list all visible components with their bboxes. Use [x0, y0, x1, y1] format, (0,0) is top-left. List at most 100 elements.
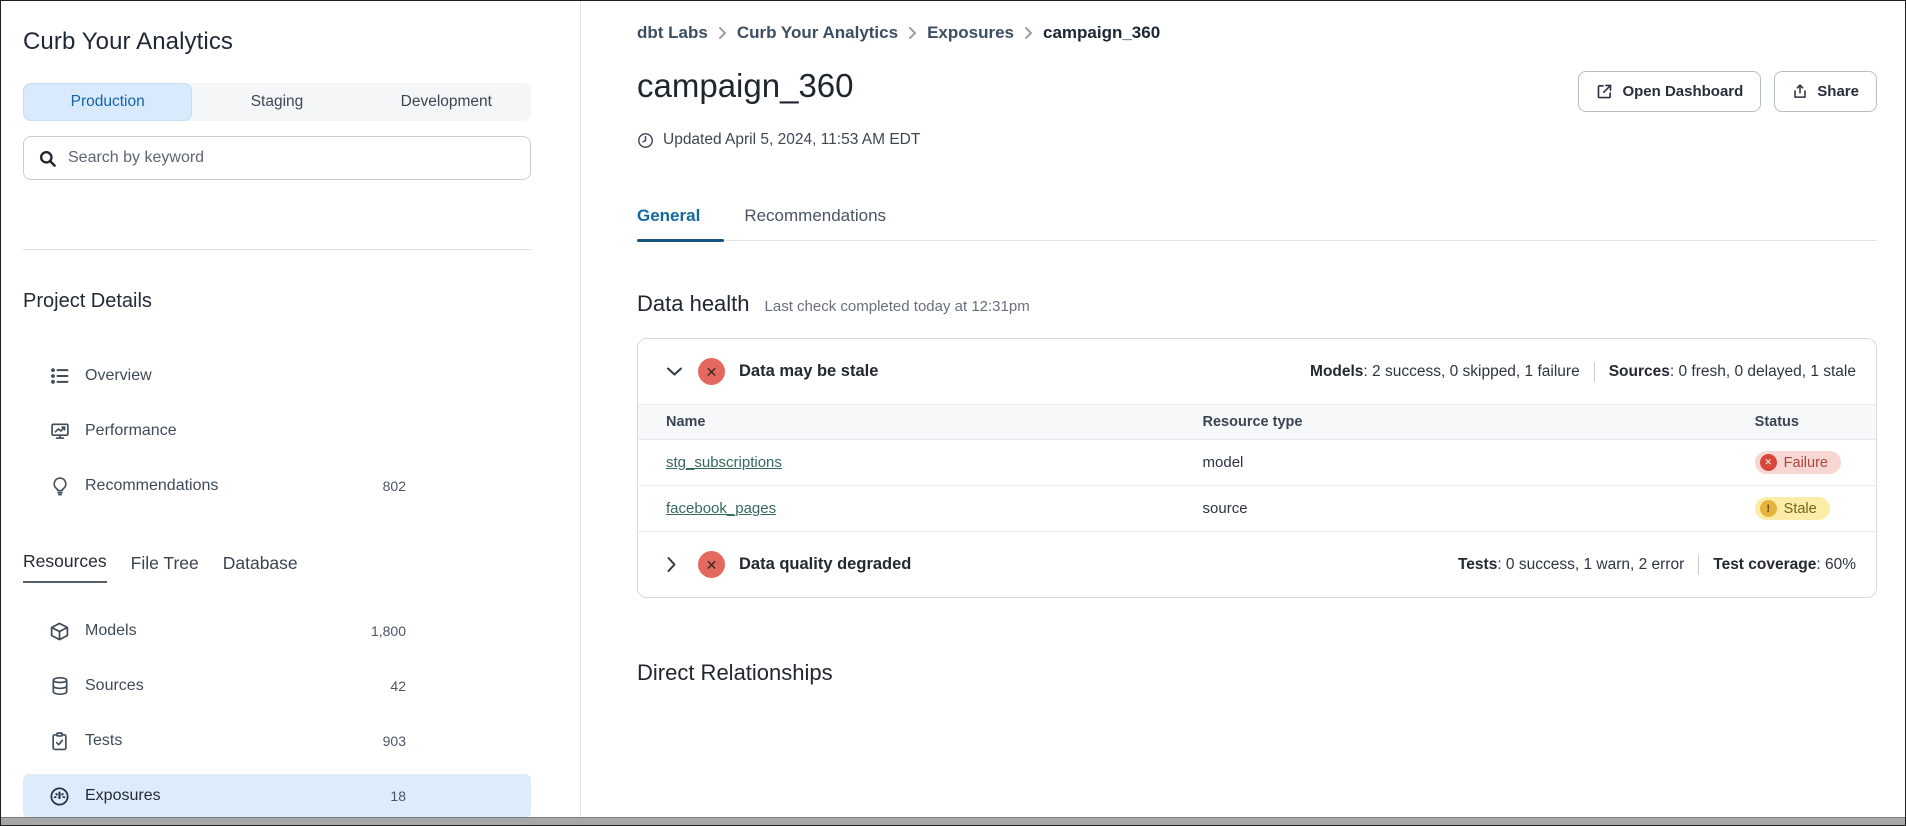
breadcrumb-account[interactable]: dbt Labs — [637, 23, 708, 42]
search-input[interactable] — [68, 149, 516, 167]
chevron-right-icon[interactable] — [666, 556, 684, 573]
share-label: Share — [1817, 83, 1859, 100]
stale-group-row[interactable]: Data may be stale Models: 2 success, 0 s… — [638, 339, 1876, 404]
status-badge: Failure — [1754, 451, 1841, 474]
external-link-icon — [1596, 83, 1613, 100]
search-icon — [38, 149, 57, 168]
clipboard-check-icon — [49, 731, 70, 752]
tab-recommendations[interactable]: Recommendations — [744, 206, 887, 225]
data-health-card: Data may be stale Models: 2 success, 0 s… — [637, 338, 1877, 598]
share-button[interactable]: Share — [1774, 71, 1877, 112]
breadcrumb: dbt Labs Curb Your Analytics Exposures c… — [637, 23, 1877, 43]
clock-icon — [637, 132, 654, 149]
sidebar-item-label: Exposures — [85, 787, 161, 804]
sidebar-item-performance[interactable]: Performance — [23, 409, 531, 453]
stale-group-title: Data may be stale — [739, 362, 879, 380]
table-header-row: Name Resource type Status — [638, 404, 1876, 440]
quality-group-title: Data quality degraded — [739, 555, 912, 573]
sidebar-divider — [23, 249, 531, 250]
column-header-status: Status — [1754, 404, 1876, 440]
tab-resources[interactable]: Resources — [23, 551, 107, 583]
resource-tabbar: Resources File Tree Database — [23, 551, 530, 583]
sidebar-item-exposures[interactable]: Exposures 18 — [23, 774, 531, 818]
resources-list: Models 1,800 Sources 42 Tests 903 — [23, 609, 531, 818]
breadcrumb-exposures[interactable]: Exposures — [927, 23, 1014, 42]
sidebar-item-sources[interactable]: Sources 42 — [23, 664, 531, 708]
item-count: 42 — [390, 678, 406, 694]
sidebar-item-recommendations[interactable]: Recommendations 802 — [23, 464, 531, 508]
lightbulb-icon — [49, 476, 70, 497]
item-count: 1,800 — [370, 623, 406, 639]
error-status-icon — [698, 358, 725, 385]
quality-group-summary: Tests: 0 success, 1 warn, 2 error Test c… — [1457, 554, 1856, 575]
page-tabs: General Recommendations — [637, 206, 1877, 242]
breadcrumb-project[interactable]: Curb Your Analytics — [736, 23, 899, 42]
sidebar-item-label: Tests — [85, 732, 123, 749]
resource-link[interactable]: facebook_pages — [666, 500, 777, 517]
sidebar: Curb Your Analytics Production Staging D… — [1, 1, 581, 825]
resource-type-cell: model — [1202, 439, 1755, 486]
tab-general[interactable]: General — [637, 206, 725, 242]
database-icon — [49, 676, 70, 697]
table-row: facebook_pages source Stale — [638, 485, 1876, 532]
last-check-text: Last check completed today at 12:31pm — [764, 298, 1030, 315]
sidebar-item-models[interactable]: Models 1,800 — [23, 609, 531, 653]
item-count: 903 — [382, 733, 406, 749]
summary-divider — [1593, 361, 1595, 382]
tab-file-tree[interactable]: File Tree — [130, 553, 199, 573]
updated-timestamp: Updated April 5, 2024, 11:53 AM EDT — [637, 131, 1877, 149]
updated-text: Updated April 5, 2024, 11:53 AM EDT — [663, 131, 921, 148]
project-details-list: Overview Performance Recommendations 802 — [23, 354, 531, 508]
column-header-resource-type: Resource type — [1202, 404, 1755, 440]
tab-database[interactable]: Database — [222, 553, 298, 573]
sidebar-item-overview[interactable]: Overview — [23, 354, 531, 398]
monitor-chart-icon — [49, 421, 70, 442]
env-tab-development[interactable]: Development — [400, 93, 492, 110]
gauge-icon — [49, 786, 70, 807]
stale-resources-table: Name Resource type Status stg_subscripti… — [638, 404, 1876, 532]
main-content: dbt Labs Curb Your Analytics Exposures c… — [581, 1, 1905, 825]
status-badge: Stale — [1754, 497, 1830, 520]
data-health-header: Data health Last check completed today a… — [637, 291, 1877, 317]
failure-x-icon — [1759, 454, 1777, 471]
sources-summary: Sources: 0 fresh, 0 delayed, 1 stale — [1608, 362, 1856, 380]
share-icon — [1792, 83, 1808, 100]
env-tab-production[interactable]: Production — [23, 83, 193, 121]
cube-icon — [49, 621, 70, 642]
data-health-title: Data health — [637, 291, 750, 316]
chevron-right-icon — [1024, 26, 1033, 40]
open-dashboard-button[interactable]: Open Dashboard — [1578, 71, 1762, 112]
quality-group-row[interactable]: Data quality degraded Tests: 0 success, … — [638, 532, 1876, 597]
environment-switcher: Production Staging Development — [23, 83, 531, 121]
chevron-right-icon — [908, 26, 917, 40]
env-tab-staging[interactable]: Staging — [250, 93, 304, 110]
sidebar-item-label: Sources — [85, 677, 144, 694]
resource-link[interactable]: stg_subscriptions — [666, 454, 782, 471]
chevron-down-icon[interactable] — [666, 366, 684, 377]
page-title: campaign_360 — [637, 67, 854, 104]
search-box[interactable] — [23, 136, 531, 180]
direct-relationships-title: Direct Relationships — [637, 660, 833, 685]
breadcrumb-current: campaign_360 — [1043, 23, 1161, 42]
item-count: 18 — [390, 788, 406, 804]
project-title: Curb Your Analytics — [23, 28, 234, 55]
tests-summary: Tests: 0 success, 1 warn, 2 error — [1457, 555, 1685, 573]
resource-type-cell: source — [1202, 485, 1755, 532]
project-details-heading: Project Details — [23, 290, 152, 312]
error-status-icon — [698, 551, 725, 578]
stale-group-summary: Models: 2 success, 0 skipped, 1 failure … — [1310, 361, 1856, 382]
page-header: campaign_360 Open Dashboard Share — [637, 67, 1877, 112]
models-summary: Models: 2 success, 0 skipped, 1 failure — [1310, 362, 1580, 380]
sidebar-item-label: Models — [85, 622, 137, 639]
window-bottom-edge — [1, 817, 1905, 825]
sidebar-item-tests[interactable]: Tests 903 — [23, 719, 531, 763]
list-icon — [49, 366, 70, 387]
sidebar-item-label: Recommendations — [85, 477, 219, 494]
item-count: 802 — [382, 478, 406, 494]
coverage-summary: Test coverage: 60% — [1713, 555, 1856, 573]
header-actions: Open Dashboard Share — [1578, 71, 1877, 112]
chevron-right-icon — [718, 26, 727, 40]
open-dashboard-label: Open Dashboard — [1622, 83, 1744, 100]
column-header-name: Name — [638, 404, 1203, 440]
